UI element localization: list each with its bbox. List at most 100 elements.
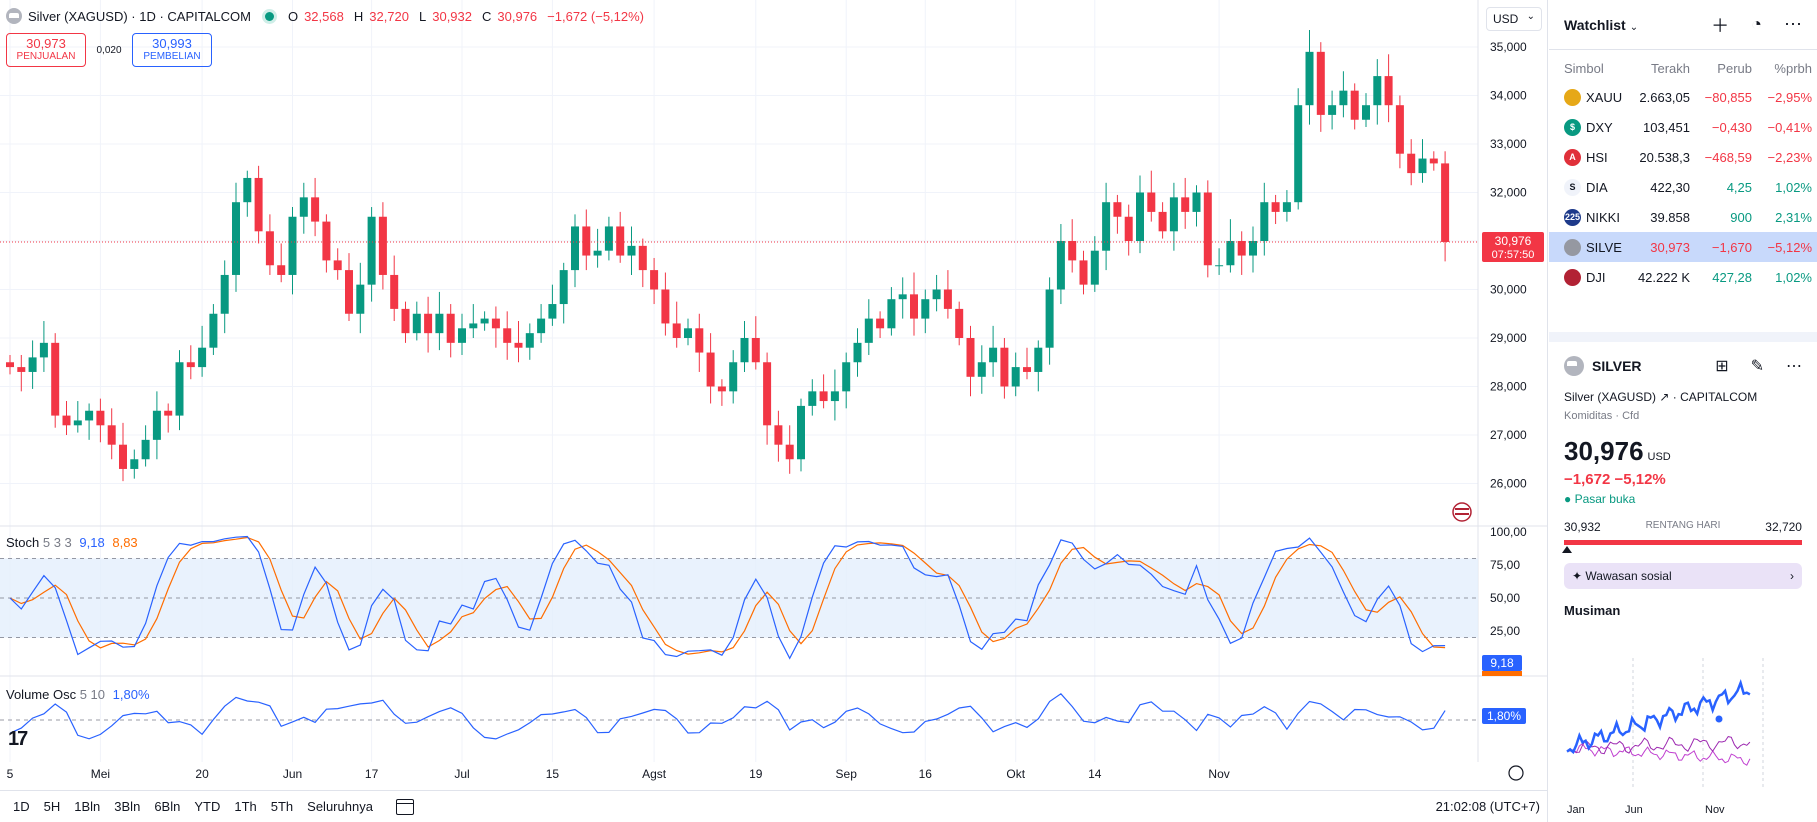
candle (1011, 352, 1020, 397)
symbol-title[interactable]: Silver (XAGUSD) · 1D · CAPITALCOM (28, 8, 251, 24)
watchlist-row[interactable]: $ DXY 103,451 −0,430 −0,41% (1549, 112, 1817, 142)
watchlist-row[interactable]: XAUU 2.663,05 −80,855 −2,95% (1549, 82, 1817, 112)
details-type: Komiditas · Cfd (1564, 410, 1640, 422)
candle (808, 379, 817, 416)
candle (1090, 236, 1099, 292)
candle-body (932, 289, 941, 300)
pie-chart-icon[interactable]: ◔ (1751, 14, 1762, 34)
price-tick-label: 33,000 (1490, 137, 1527, 151)
candle-body (345, 270, 353, 314)
candle-body (1023, 367, 1031, 372)
candle (1362, 93, 1370, 128)
range-3bln[interactable]: 3Bln (114, 799, 141, 814)
volosc-name[interactable]: Volume Osc (6, 687, 77, 702)
tradingview-logo-icon[interactable]: 17 (8, 728, 28, 750)
candle (819, 374, 828, 409)
details-fullname[interactable]: Silver (XAGUSD) ↗ · CAPITALCOM (1564, 390, 1758, 404)
col-last[interactable]: Terakh (1650, 60, 1690, 76)
seasonal-chart[interactable]: Jan Jun Nov (1563, 658, 1803, 818)
candle-body (1215, 265, 1224, 267)
candle (277, 243, 286, 283)
range-6bln[interactable]: 6Bln (154, 799, 181, 814)
candle (28, 340, 37, 389)
candle (548, 284, 557, 326)
watchlist-symbol: $ DXY (1564, 118, 1624, 136)
candle-body (955, 308, 964, 338)
candle (1350, 83, 1359, 130)
currency-select[interactable]: USD ⌄ (1486, 7, 1542, 31)
buy-label: PEMBELIAN (143, 51, 201, 62)
candle (39, 321, 48, 372)
seasonal-title[interactable]: Musiman (1564, 603, 1621, 618)
candle-body (650, 270, 659, 290)
range-5h[interactable]: 5H (43, 799, 61, 814)
stoch-k-value: 9,18 (79, 535, 105, 550)
candle (989, 325, 998, 377)
watchlist-row[interactable]: DJI 42.222 K 427,28 1,02% (1549, 262, 1817, 292)
candle (175, 350, 184, 431)
candle (164, 403, 173, 433)
candle (684, 318, 692, 346)
candle-body (819, 391, 828, 402)
watchlist-symbol: SILVE (1564, 238, 1624, 256)
calendar-icon[interactable] (395, 798, 414, 815)
candle-body (729, 362, 738, 392)
col-change-pct[interactable]: %prbh (1774, 60, 1812, 76)
range-1th[interactable]: 1Th (234, 799, 257, 814)
more-icon[interactable]: ⋯ (1786, 358, 1802, 375)
stoch-name[interactable]: Stoch (6, 535, 40, 550)
candle-body (469, 323, 478, 329)
time-tick-label: 5 (7, 767, 14, 781)
candle-body (943, 289, 952, 309)
candle (367, 207, 376, 302)
candle-body (1192, 192, 1201, 212)
candle (627, 226, 636, 275)
watchlist-title[interactable]: Watchlist ⌄ (1564, 17, 1638, 33)
candle-body (311, 197, 320, 222)
more-icon[interactable]: ⋯ (1784, 14, 1802, 34)
candle-body (1068, 241, 1077, 261)
last-price-box (1482, 231, 1544, 262)
chart-area[interactable]: 35,00034,00033,00032,00031,00030,00029,0… (0, 0, 1548, 822)
range-1d[interactable]: 1D (13, 799, 30, 814)
range-5th[interactable]: 5Th (270, 799, 294, 814)
add-symbol-icon[interactable]: ＋ (1711, 15, 1730, 36)
details-symbol[interactable]: SILVER (1592, 358, 1642, 374)
candle (1000, 338, 1009, 399)
range-1bln[interactable]: 1Bln (74, 799, 101, 814)
ohlc-change: −1,672 (−5,12%) (547, 8, 645, 24)
candle (345, 253, 353, 322)
candle-body (1147, 192, 1156, 212)
stoch-k-label: 9,18 (1490, 656, 1514, 670)
grid-icon[interactable]: ⊞ (1715, 358, 1729, 375)
candle-body (480, 318, 489, 324)
range-all[interactable]: Seluruhnya (307, 799, 373, 814)
range-ytd[interactable]: YTD (194, 799, 221, 814)
us-flag-stripe (1455, 508, 1469, 510)
sell-button[interactable]: 30,973 PENJUALAN (6, 33, 86, 67)
watchlist-symbol: DJI (1564, 268, 1624, 286)
clock[interactable]: 21:02:08 (UTC+7) (1435, 799, 1540, 814)
watchlist-row[interactable]: SILVE 30,973 −1,670 −5,12% (1549, 232, 1817, 262)
col-symbol[interactable]: Simbol (1564, 60, 1604, 76)
watchlist-row[interactable]: A HSI 20.538,3 −468,59 −2,23% (1549, 142, 1817, 172)
watchlist-row[interactable]: S DIA 422,30 4,25 1,02% (1549, 172, 1817, 202)
time-tick-label: 14 (1088, 767, 1102, 781)
candle-body (1294, 105, 1303, 203)
candle-body (763, 362, 772, 426)
price-chart[interactable]: 35,00034,00033,00032,00031,00030,00029,0… (0, 0, 1548, 790)
market-open-dot (264, 11, 274, 21)
candle-body (322, 221, 331, 261)
candle (1373, 59, 1382, 125)
details-change: −1,672 −5,12% (1564, 471, 1666, 488)
candle (1316, 42, 1325, 132)
watchlist-row[interactable]: 225 NIKKI 39.858 900 2,31% (1549, 202, 1817, 232)
buy-button[interactable]: 30,993 PEMBELIAN (132, 33, 212, 67)
col-change[interactable]: Perub (1717, 60, 1752, 76)
watchlist-last: 103,451 (1643, 119, 1690, 135)
social-insights-button[interactable]: ✦ Wawasan sosial › (1564, 563, 1802, 589)
time-tick-label: Mei (91, 767, 110, 781)
time-tick-label: 15 (546, 767, 560, 781)
watchlist-symbol: XAUU (1564, 88, 1624, 106)
edit-icon[interactable]: ✎ (1750, 358, 1764, 375)
